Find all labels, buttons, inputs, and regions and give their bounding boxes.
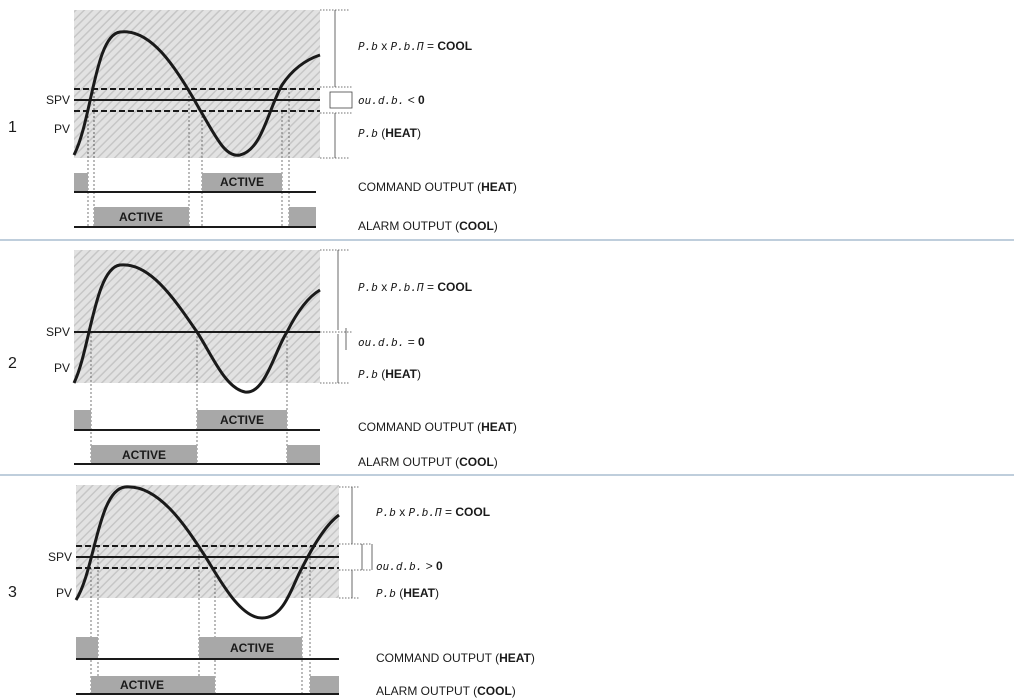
command-active-block [199, 637, 302, 659]
pb-heat: P.b (HEAT) [358, 126, 421, 140]
alarm-output-label: ALARM OUTPUT (COOL) [376, 684, 516, 698]
pb-x-pbm-cool: P.b x P.b.Π = COOL [376, 505, 490, 519]
pb-x-pbm-cool: P.b x P.b.Π = COOL [358, 39, 472, 53]
oudb-label: ou.d.b. = 0 [358, 335, 425, 349]
command-active-label: ACTIVE [220, 175, 264, 189]
spv-label: SPV [46, 93, 70, 107]
alarm-active-block [289, 207, 316, 227]
alarm-active-block [94, 207, 189, 227]
pv-curve [72, 263, 321, 394]
command-active-block [202, 173, 282, 192]
alarm-output-label: ALARM OUTPUT (COOL) [358, 455, 498, 469]
pv-curve [72, 30, 321, 157]
pb-heat: P.b (HEAT) [358, 367, 421, 381]
panel-number: 2 [8, 355, 17, 372]
command-active-block [74, 410, 91, 430]
pv-label: PV [54, 361, 70, 375]
command-output-label: COMMAND OUTPUT (HEAT) [358, 420, 517, 434]
pv-label: PV [54, 122, 70, 136]
panel-3: SPV PV 3 P.b x P.b.Π = COOL ou.d.b. > 0 … [8, 485, 535, 698]
oudb-label: ou.d.b. > 0 [376, 559, 443, 573]
pv-curve [74, 485, 340, 620]
alarm-active-label: ACTIVE [122, 448, 166, 462]
command-active-block [74, 173, 88, 192]
command-active-label: ACTIVE [220, 413, 264, 427]
panel-number: 3 [8, 584, 17, 601]
spv-label: SPV [46, 325, 70, 339]
command-output-label: COMMAND OUTPUT (HEAT) [376, 651, 535, 665]
alarm-active-label: ACTIVE [119, 210, 163, 224]
command-output-label: COMMAND OUTPUT (HEAT) [358, 180, 517, 194]
pv-label: PV [56, 586, 72, 600]
panel-number: 1 [8, 119, 17, 136]
alarm-active-block [287, 445, 320, 464]
command-active-label: ACTIVE [230, 641, 274, 655]
alarm-active-block [91, 445, 197, 464]
command-active-block [197, 410, 287, 430]
oudb-label: ou.d.b. < 0 [358, 93, 425, 107]
pb-heat: P.b (HEAT) [376, 586, 439, 600]
alarm-active-block [310, 676, 339, 694]
hatched-area [76, 485, 339, 598]
alarm-active-block [91, 676, 215, 694]
spv-label: SPV [48, 550, 72, 564]
alarm-active-label: ACTIVE [120, 678, 164, 692]
panel-2: SPV PV 2 P.b x P.b.Π = COOL ou.d.b. = 0 … [8, 249, 517, 469]
panel-1: SPV PV 1 P.b x P.b.Π = COOL ou.d.b. < 0 … [8, 9, 517, 233]
pb-x-pbm-cool: P.b x P.b.Π = COOL [358, 280, 472, 294]
alarm-output-label: ALARM OUTPUT (COOL) [358, 219, 498, 233]
command-active-block [76, 637, 98, 659]
